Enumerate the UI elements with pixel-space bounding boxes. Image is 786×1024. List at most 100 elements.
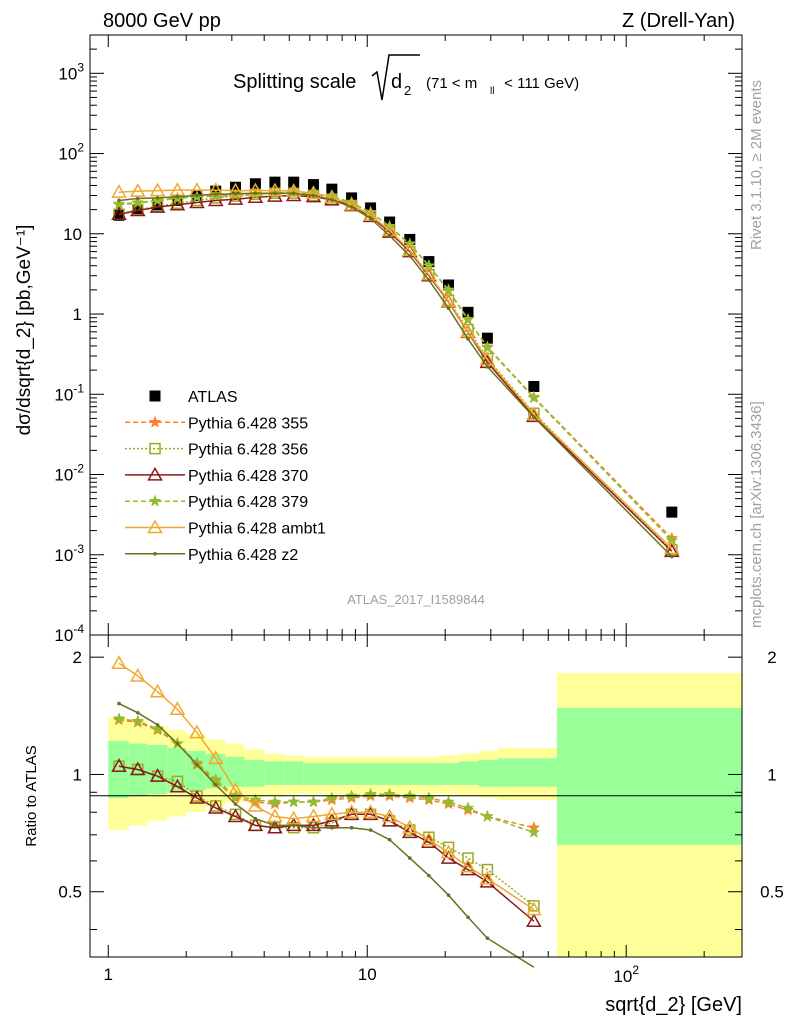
data-point-atlas [152,199,164,211]
rivet-version: Rivet 3.1.10, ≥ 2M events [748,80,765,250]
legend-marker-355 [148,415,162,428]
ratio-point-z2 [330,825,334,830]
data-point-z2 [330,198,334,202]
ratio-point-379 [131,714,145,727]
legend-label-355: Pythia 6.428 355 [188,415,308,432]
data-point-atlas [230,181,242,193]
ratio-point-379 [364,787,377,800]
legend-marker-atlas [149,390,161,402]
ratio-point-ambt1 [421,831,437,846]
legend-marker-379 [148,494,162,507]
y-tick-label: 1 [73,305,82,324]
data-point-370 [285,187,302,202]
band-inner-bin [322,763,343,785]
ratio-point-ambt1 [479,870,496,885]
y-tick-label: 103 [58,60,84,83]
main-series [111,176,680,559]
data-point-ambt1 [460,323,476,338]
y-tick-label: 10-4 [54,622,84,645]
ratio-point-370 [189,789,205,804]
band-inner-bin [380,763,401,785]
legend-label-370: Pythia 6.428 370 [188,468,308,485]
data-point-z2 [117,198,121,203]
data-point-370 [149,199,166,213]
band-inner-bin [244,759,265,787]
ratio-point-379 [527,825,541,838]
ratio-point-ambt1 [402,819,418,834]
band-inner-bin [283,761,304,785]
data-point-ambt1 [111,184,127,198]
series-line-355 [118,191,673,539]
ratio-point-ambt1 [381,808,398,823]
legend-marker-370 [147,466,163,481]
data-point-ambt1 [664,540,680,555]
y-tick-label-ratio-right: 1 [767,765,776,784]
ratio-uncertainty-bands [108,673,742,957]
ratio-point-379 [442,795,455,808]
ratio-point-379 [461,801,475,814]
data-point-z2 [311,193,316,198]
ratio-point-z2 [446,893,451,897]
data-point-z2 [195,193,199,198]
plot-title-range-index: ll [490,86,494,97]
ratio-point-z2 [408,856,412,860]
series-line-z2 [118,192,673,558]
data-point-atlas [307,179,319,191]
data-point-ambt1 [149,182,166,197]
data-point-z2 [349,205,354,209]
axes-ticks [90,34,742,957]
data-point-z2 [233,191,238,196]
data-point-370 [111,206,127,221]
main-panel-frame [89,34,743,636]
y-tick-label-ratio-right: 0.5 [760,883,784,902]
data-point-ambt1 [324,189,340,204]
ratio-point-ambt1 [129,667,146,682]
data-point-atlas [462,306,474,318]
ratio-point-379 [307,795,320,808]
data-point-z2 [273,191,277,196]
ratio-point-370 [149,768,166,782]
data-point-z2 [466,337,470,341]
sqrt-symbol [371,54,420,101]
band-inner-bin [478,759,499,787]
data-point-z2 [408,254,412,258]
legend-marker-ambt1 [147,519,163,534]
data-point-ambt1 [267,182,283,197]
ratio-point-379 [383,787,396,800]
plot-title-range-end: < 111 GeV) [500,75,579,92]
data-point-atlas [666,506,678,518]
legend-marker-z2 [153,552,157,556]
ratio-point-z2 [427,873,431,878]
ratio-point-ambt1 [267,808,283,823]
data-point-ambt1 [305,185,322,199]
ratio-point-370 [169,778,186,793]
ratio-point-z2 [135,710,140,715]
ratio-point-370 [129,761,146,776]
data-point-z2 [670,554,674,559]
series-line-379 [118,191,673,542]
ratio-point-ambt1 [305,808,322,823]
ratio-point-379 [112,711,126,725]
ratio-point-z2 [213,783,218,787]
arxiv-reference: mcplots.cern.ch [arXiv:1306.3436] [748,401,765,628]
data-point-370 [526,408,542,423]
ratio-point-z2 [233,802,238,806]
ratio-point-z2 [117,701,121,706]
ratio-point-z2 [291,823,296,828]
ratio-point-ambt1 [526,901,542,916]
data-point-z2 [291,191,296,196]
ratio-point-ambt1 [207,750,224,765]
data-point-atlas [326,183,338,195]
ratio-point-z2 [273,823,277,828]
data-point-379 [383,219,396,232]
analysis-tag: ATLAS_2017_I1589844 [347,592,485,607]
x-tick-label: 10 [358,965,377,984]
band-inner-bin [498,758,557,787]
ratio-point-370 [207,800,224,814]
y-tick-label: 10-2 [54,462,84,485]
legend-label-356: Pythia 6.428 356 [188,442,308,459]
ratio-point-370 [402,824,418,839]
ratio-point-ambt1 [247,797,264,812]
data-point-370 [247,189,264,204]
band-inner-bin [420,763,440,785]
